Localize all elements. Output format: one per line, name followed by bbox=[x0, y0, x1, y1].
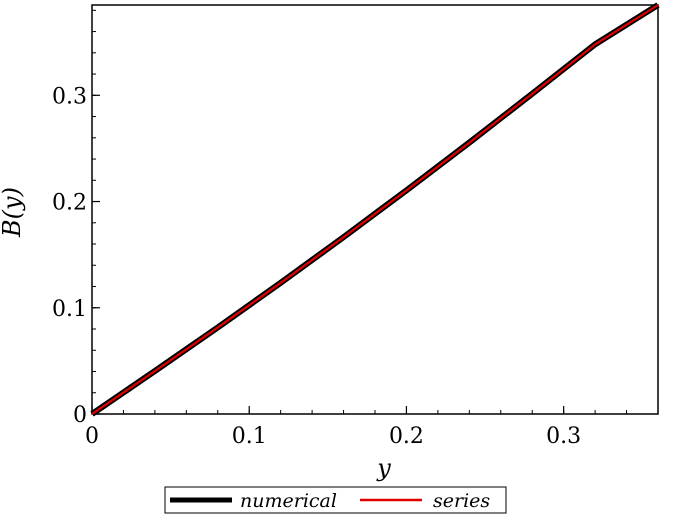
minor-ticks bbox=[91, 9, 659, 415]
legend: numerical series bbox=[164, 486, 507, 514]
series-line-series bbox=[91, 4, 659, 415]
series-lines bbox=[90, 2, 660, 417]
y-tick-label: 0.3 bbox=[52, 84, 87, 109]
y-tick-labels: 0 0.1 0.2 0.3 bbox=[52, 84, 87, 428]
x-tick-label: 0.3 bbox=[546, 424, 581, 449]
x-tick-label: 0.2 bbox=[389, 424, 424, 449]
y-tick-label: 0 bbox=[73, 403, 87, 428]
series-line-numerical bbox=[90, 2, 660, 417]
legend-label-numerical: numerical bbox=[240, 490, 337, 512]
x-tick-label: 0.1 bbox=[232, 424, 267, 449]
x-tick-label: 0 bbox=[85, 424, 99, 449]
y-tick-label: 0.2 bbox=[52, 191, 87, 216]
y-tick-label: 0.1 bbox=[52, 297, 87, 322]
x-axis-label: y bbox=[376, 454, 391, 482]
x-tick-labels: 0 0.1 0.2 0.3 bbox=[85, 424, 581, 449]
y-axis-label: B(y) bbox=[0, 187, 26, 238]
legend-label-series: series bbox=[433, 490, 490, 512]
